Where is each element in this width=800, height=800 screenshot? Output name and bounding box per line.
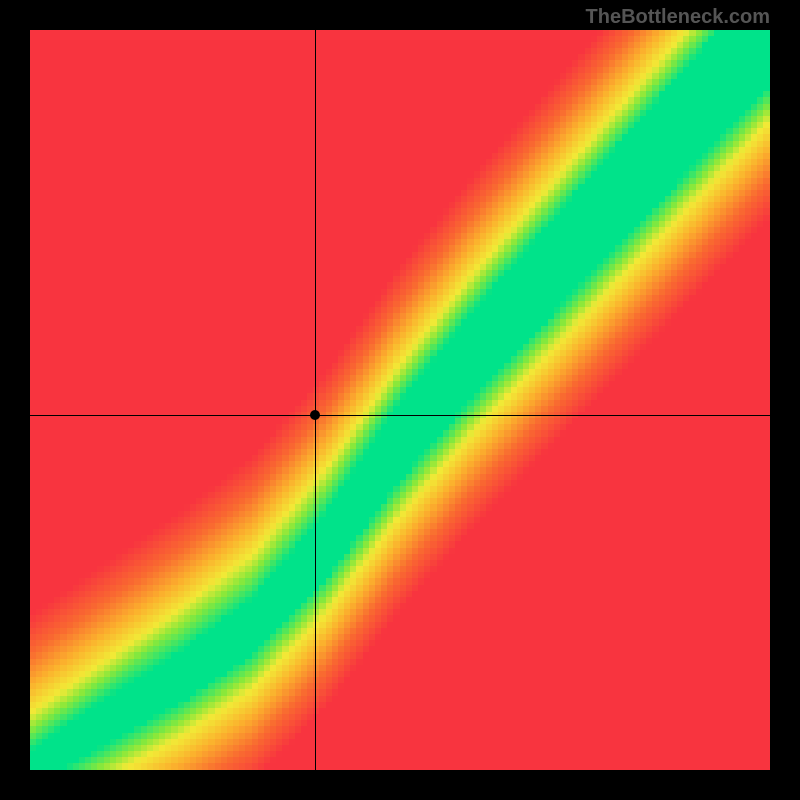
- plot-area: [30, 30, 770, 770]
- crosshair-vertical: [315, 30, 316, 770]
- crosshair-horizontal: [30, 415, 770, 416]
- chart-container: TheBottleneck.com: [0, 0, 800, 800]
- bottleneck-heatmap: [30, 30, 770, 770]
- watermark-text: TheBottleneck.com: [586, 6, 770, 29]
- crosshair-point[interactable]: [310, 410, 320, 420]
